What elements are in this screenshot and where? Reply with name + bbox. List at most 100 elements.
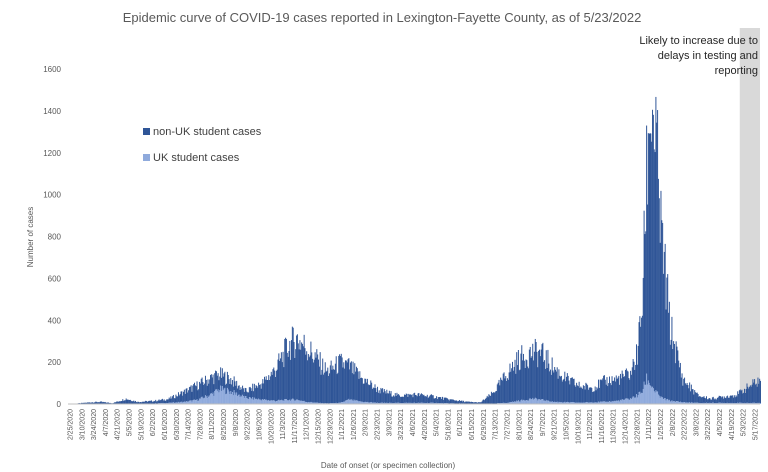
bar-uk [603, 401, 605, 404]
bar-uk [339, 402, 341, 404]
bar-uk [721, 402, 723, 404]
x-tick-label: 6/1/2021 [457, 409, 464, 436]
bar-uk [543, 400, 545, 404]
bar-uk [214, 391, 216, 404]
bar-non-uk [750, 386, 752, 404]
bar-non-uk [512, 361, 513, 402]
bar-non-uk [203, 385, 205, 399]
bar-uk [567, 402, 569, 404]
bar-non-uk [703, 396, 705, 403]
x-tick-label: 12/15/2020 [315, 409, 322, 444]
bar-uk [188, 401, 190, 404]
bar-uk [367, 402, 369, 404]
x-axis-ticks: 2/25/2020 3/10/2020 3/24/2020 4/7/2020 4/21/… [68, 409, 760, 444]
bar-non-uk [476, 402, 478, 404]
bar-non-uk [142, 401, 144, 404]
bar-non-uk [668, 301, 670, 400]
bar-uk [664, 398, 666, 404]
bar-uk [199, 398, 201, 404]
bar-non-uk [471, 402, 473, 404]
bar-non-uk [358, 378, 360, 402]
bar-non-uk [277, 359, 279, 401]
bar-non-uk [230, 378, 232, 392]
bar-non-uk [623, 376, 625, 400]
bar-uk [420, 402, 422, 404]
x-tick-label: 6/2/2020 [150, 409, 157, 436]
bar-non-uk [330, 360, 332, 404]
bar-uk [751, 402, 753, 404]
bar-non-uk [434, 398, 436, 404]
bar-non-uk [371, 388, 373, 403]
bar-non-uk [525, 359, 527, 401]
bar-non-uk [647, 133, 649, 381]
bar-uk [233, 390, 235, 404]
bar-non-uk [737, 391, 739, 403]
bar-uk [429, 402, 431, 404]
bar-uk [684, 402, 686, 404]
bar-uk [605, 402, 607, 404]
bar-non-uk [189, 386, 191, 401]
bar-non-uk [96, 401, 98, 404]
bar-uk [529, 398, 531, 404]
bar-non-uk [512, 370, 514, 403]
bar-non-uk [415, 395, 417, 404]
bar-non-uk [307, 354, 309, 403]
bar-non-uk [584, 389, 586, 403]
bar-uk [409, 402, 411, 404]
bar-non-uk [470, 401, 472, 404]
bar-uk [662, 399, 664, 404]
bar-non-uk [144, 401, 146, 404]
bar-non-uk [727, 397, 729, 404]
bar-non-uk [599, 379, 601, 402]
bar-non-uk [382, 392, 384, 404]
bar-uk [733, 402, 735, 404]
bar-non-uk [535, 342, 537, 399]
bar-non-uk [633, 361, 635, 397]
bar-uk [312, 402, 314, 404]
bar-non-uk [444, 397, 446, 404]
bar-uk [571, 402, 573, 404]
bar-non-uk [485, 398, 487, 404]
bar-uk [588, 402, 590, 404]
bar-non-uk [108, 402, 110, 404]
bar-non-uk [566, 373, 568, 402]
bar-uk [627, 398, 629, 404]
bar-uk [631, 397, 633, 404]
bar-uk [677, 401, 679, 404]
bar-non-uk [759, 378, 761, 403]
bar-uk [230, 391, 232, 404]
annotation-line-1: Likely to increase due to [639, 35, 758, 47]
bar-uk [265, 399, 267, 404]
annotation-line-3: reporting [715, 65, 758, 77]
bar-uk [625, 398, 627, 404]
bar-uk [614, 400, 616, 404]
bar-non-uk [451, 399, 453, 404]
bar-uk [621, 399, 623, 404]
bar-non-uk [362, 383, 364, 403]
bar-uk [372, 402, 374, 404]
bar-non-uk [247, 392, 249, 399]
bar-non-uk [155, 399, 157, 404]
bar-non-uk [679, 367, 681, 403]
bar-uk [203, 398, 205, 404]
bar-uk [375, 402, 377, 404]
bar-uk [293, 399, 295, 404]
bar-uk [695, 402, 697, 404]
x-tick-label: 5/3/2022 [741, 409, 748, 436]
bar-non-uk [528, 349, 530, 399]
bar-uk [344, 400, 346, 404]
bar-non-uk [300, 349, 302, 401]
bar-uk [565, 402, 567, 404]
bar-non-uk [705, 398, 707, 404]
bar-uk [409, 402, 411, 404]
bar-non-uk [662, 273, 664, 400]
bar-non-uk [569, 384, 571, 403]
bar-non-uk [497, 382, 499, 404]
x-tick-label: 3/8/2022 [693, 409, 700, 436]
bar-non-uk [152, 401, 154, 404]
bar-non-uk [748, 388, 750, 404]
x-tick-label: 5/19/2020 [138, 409, 145, 440]
bar-uk [579, 402, 581, 404]
bar-non-uk [329, 365, 331, 404]
bar-non-uk [140, 402, 142, 404]
